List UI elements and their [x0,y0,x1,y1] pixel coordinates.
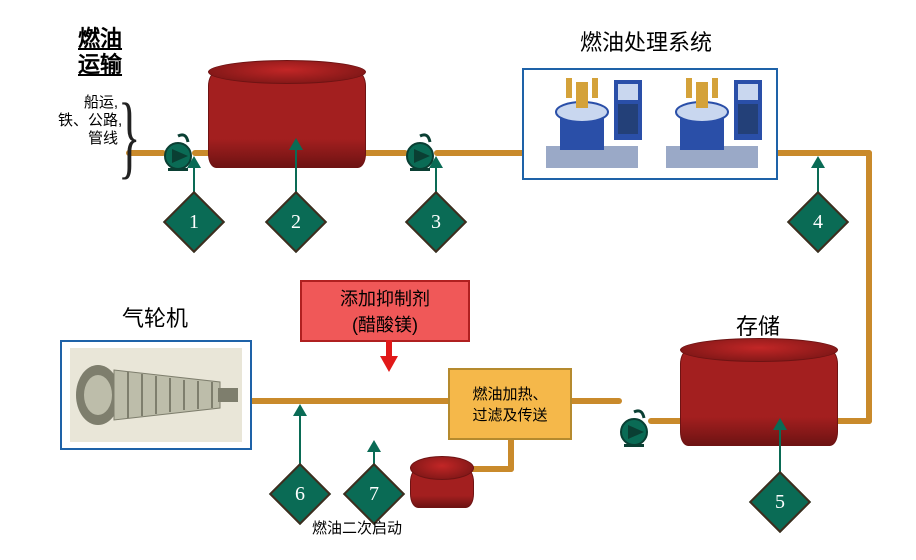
marker-arrow-head [187,156,201,168]
transport-brace: } [118,98,140,176]
transport-modes: 船运, 铁、公路, 管线 [58,94,118,148]
marker-7: 7 [352,472,396,516]
heat-filter-box: 燃油加热、 过滤及传送 [448,368,572,440]
pipe-segment [434,150,526,156]
marker-arrow-head [773,418,787,430]
tank-main-1 [208,72,366,168]
tank-restart-small [410,468,474,508]
pipe-segment [834,418,872,424]
marker-arrow-head [289,138,303,150]
marker-arrow-head [429,156,443,168]
pipe-segment [246,398,454,404]
tank-storage [680,350,838,446]
restart-label: 燃油二次启动 [312,520,402,538]
pipe-segment [566,398,622,404]
inhibitor-box: 添加抑制剂 (醋酸镁) [300,280,470,342]
inhibitor-arrow [380,340,398,372]
pipe-segment [866,150,872,424]
turbine-illustration [70,348,242,442]
centrifuge-1 [536,76,646,172]
storage-title: 存储 [736,314,780,340]
marker-4: 4 [796,200,840,244]
transport-title: 燃油 运输 [78,26,122,79]
marker-6: 6 [278,472,322,516]
marker-arrow-head [367,440,381,452]
marker-arrow-head [293,404,307,416]
marker-5: 5 [758,480,802,524]
turbine-title: 气轮机 [122,306,188,332]
marker-arrow-head [811,156,825,168]
marker-3: 3 [414,200,458,244]
marker-1: 1 [172,200,216,244]
treatment-title: 燃油处理系统 [580,30,712,56]
marker-2: 2 [274,200,318,244]
pump-3 [614,408,654,448]
centrifuge-2 [656,76,766,172]
